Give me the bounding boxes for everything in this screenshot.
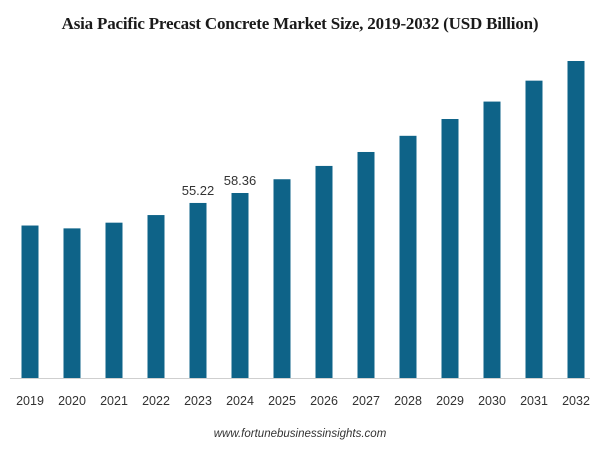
bar-2019 (21, 225, 39, 378)
x-tick-2026: 2026 (310, 394, 338, 408)
x-tick-2024: 2024 (226, 394, 254, 408)
x-tick-2019: 2019 (16, 394, 44, 408)
bar-2023 (189, 202, 207, 378)
x-tick-2027: 2027 (352, 394, 380, 408)
bar-2025 (273, 179, 291, 378)
bar-2026 (315, 165, 333, 378)
x-tick-2023: 2023 (184, 394, 212, 408)
x-tick-2021: 2021 (100, 394, 128, 408)
bar-2022 (147, 215, 165, 378)
bar-2029 (441, 119, 459, 379)
bar-2020 (63, 228, 81, 378)
bars-group (21, 61, 585, 379)
x-tick-2020: 2020 (58, 394, 86, 408)
x-tick-labels: 2019 2020 2021 2022 2023 2024 2025 2026 2027 2028… (16, 394, 590, 408)
bar-2024 (231, 192, 249, 378)
x-tick-2029: 2029 (436, 394, 464, 408)
data-label-2024: 58.36 (224, 173, 257, 188)
x-tick-2025: 2025 (268, 394, 296, 408)
x-tick-2032: 2032 (562, 394, 590, 408)
source-credit: www.fortunebusinessinsights.com (213, 428, 387, 440)
x-tick-2028: 2028 (394, 394, 422, 408)
bar-2031 (525, 80, 543, 379)
x-tick-2030: 2030 (478, 394, 506, 408)
x-tick-2022: 2022 (142, 394, 170, 408)
bar-2021 (105, 222, 123, 378)
bar-2030 (483, 101, 501, 379)
bar-2027 (357, 151, 375, 378)
data-label-2023: 55.22 (182, 183, 215, 198)
x-tick-2031: 2031 (520, 394, 548, 408)
bar-2032 (567, 61, 585, 378)
data-labels: 55.22 58.36 (182, 173, 257, 198)
bar-2028 (399, 135, 417, 378)
chart-title: Asia Pacific Precast Concrete Market Siz… (61, 14, 539, 33)
